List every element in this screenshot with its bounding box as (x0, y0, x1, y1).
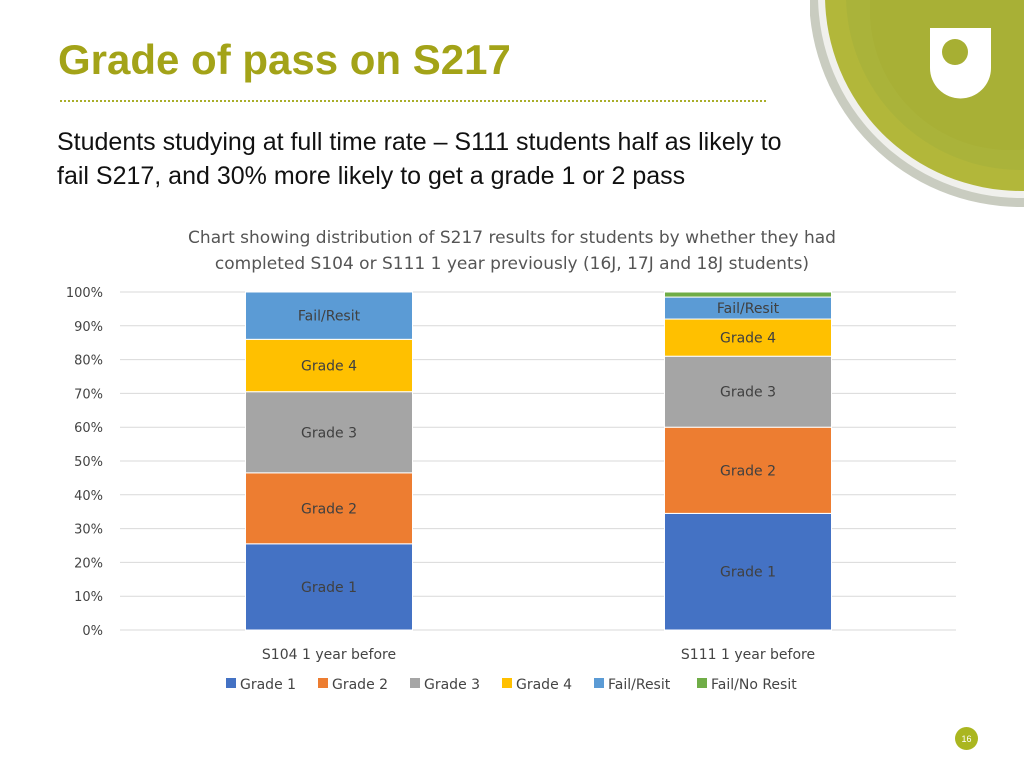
bar-segment-fail-resit (245, 291, 413, 340)
segment-label: Grade 2 (720, 463, 776, 479)
x-axis-labels: S104 1 year before S111 1 year before (262, 647, 815, 663)
bar-segment-grade-2 (245, 472, 413, 545)
bar-segment-fail-no-resit (664, 291, 832, 298)
y-tick-label: 40% (74, 489, 103, 504)
legend: Grade 1 Grade 2 Grade 3 Grade 4 Fail/Resit Fa… (226, 677, 797, 693)
segment-label: Fail/Resit (717, 301, 780, 317)
chart-title-line-2: completed S104 or S111 1 year previously… (215, 254, 809, 274)
chart-title: Chart showing distribution of S217 resul… (188, 228, 836, 274)
legend-swatch (318, 678, 328, 688)
legend-swatch (697, 678, 707, 688)
bar-segment-grade-4 (245, 338, 413, 393)
y-tick-label: 20% (74, 556, 103, 571)
legend-label: Grade 4 (516, 677, 572, 693)
legend-swatch (410, 678, 420, 688)
segment-label: Grade 3 (720, 385, 776, 401)
y-tick-label: 50% (74, 455, 103, 470)
legend-label: Fail/No Resit (711, 677, 797, 693)
bar-segment-grade-3 (664, 355, 832, 428)
legend-swatch (226, 678, 236, 688)
y-axis-ticks: 0% 10% 20% 30% 40% 50% 60% 70% 80% 90% 100% (66, 286, 103, 639)
y-tick-label: 30% (74, 523, 103, 538)
legend-label: Grade 1 (240, 677, 296, 693)
segment-label: Grade 1 (301, 580, 357, 596)
segment-labels: Grade 1 Grade 2 Grade 3 Grade 4 Fail/Resit Gr… (298, 301, 780, 596)
page-number: 16 (955, 727, 978, 750)
y-tick-label: 80% (74, 354, 103, 369)
open-university-logo-icon (809, 0, 1024, 207)
slide-title: Grade of pass on S217 (58, 36, 511, 83)
bar-segment-grade-4 (664, 318, 832, 357)
y-tick-label: 100% (66, 286, 103, 301)
chart-title-line-1: Chart showing distribution of S217 resul… (188, 228, 836, 248)
y-tick-label: 90% (74, 320, 103, 335)
legend-label: Fail/Resit (608, 677, 671, 693)
segment-label: Grade 4 (720, 331, 776, 347)
open-university-logo (809, 0, 1024, 215)
bars (245, 291, 832, 631)
legend-swatch (502, 678, 512, 688)
segment-label: Fail/Resit (298, 309, 361, 325)
title-divider (60, 100, 766, 102)
y-tick-label: 10% (74, 590, 103, 605)
slide-subtitle: Students studying at full time rate – S1… (57, 128, 782, 190)
bar-segment-grade-1 (664, 512, 832, 631)
legend-label: Grade 2 (332, 677, 388, 693)
x-category-label: S104 1 year before (262, 647, 396, 663)
segment-label: Grade 1 (720, 565, 776, 581)
y-tick-label: 60% (74, 421, 103, 436)
segment-label: Grade 4 (301, 359, 357, 375)
legend-swatch (594, 678, 604, 688)
bar-segment-grade-3 (245, 391, 413, 474)
legend-label: Grade 3 (424, 677, 480, 693)
x-category-label: S111 1 year before (681, 647, 815, 663)
y-tick-label: 70% (74, 387, 103, 402)
segment-label: Grade 2 (301, 501, 357, 517)
segment-label: Grade 3 (301, 425, 357, 441)
y-tick-label: 0% (82, 624, 103, 639)
bar-segment-grade-1 (245, 543, 413, 631)
